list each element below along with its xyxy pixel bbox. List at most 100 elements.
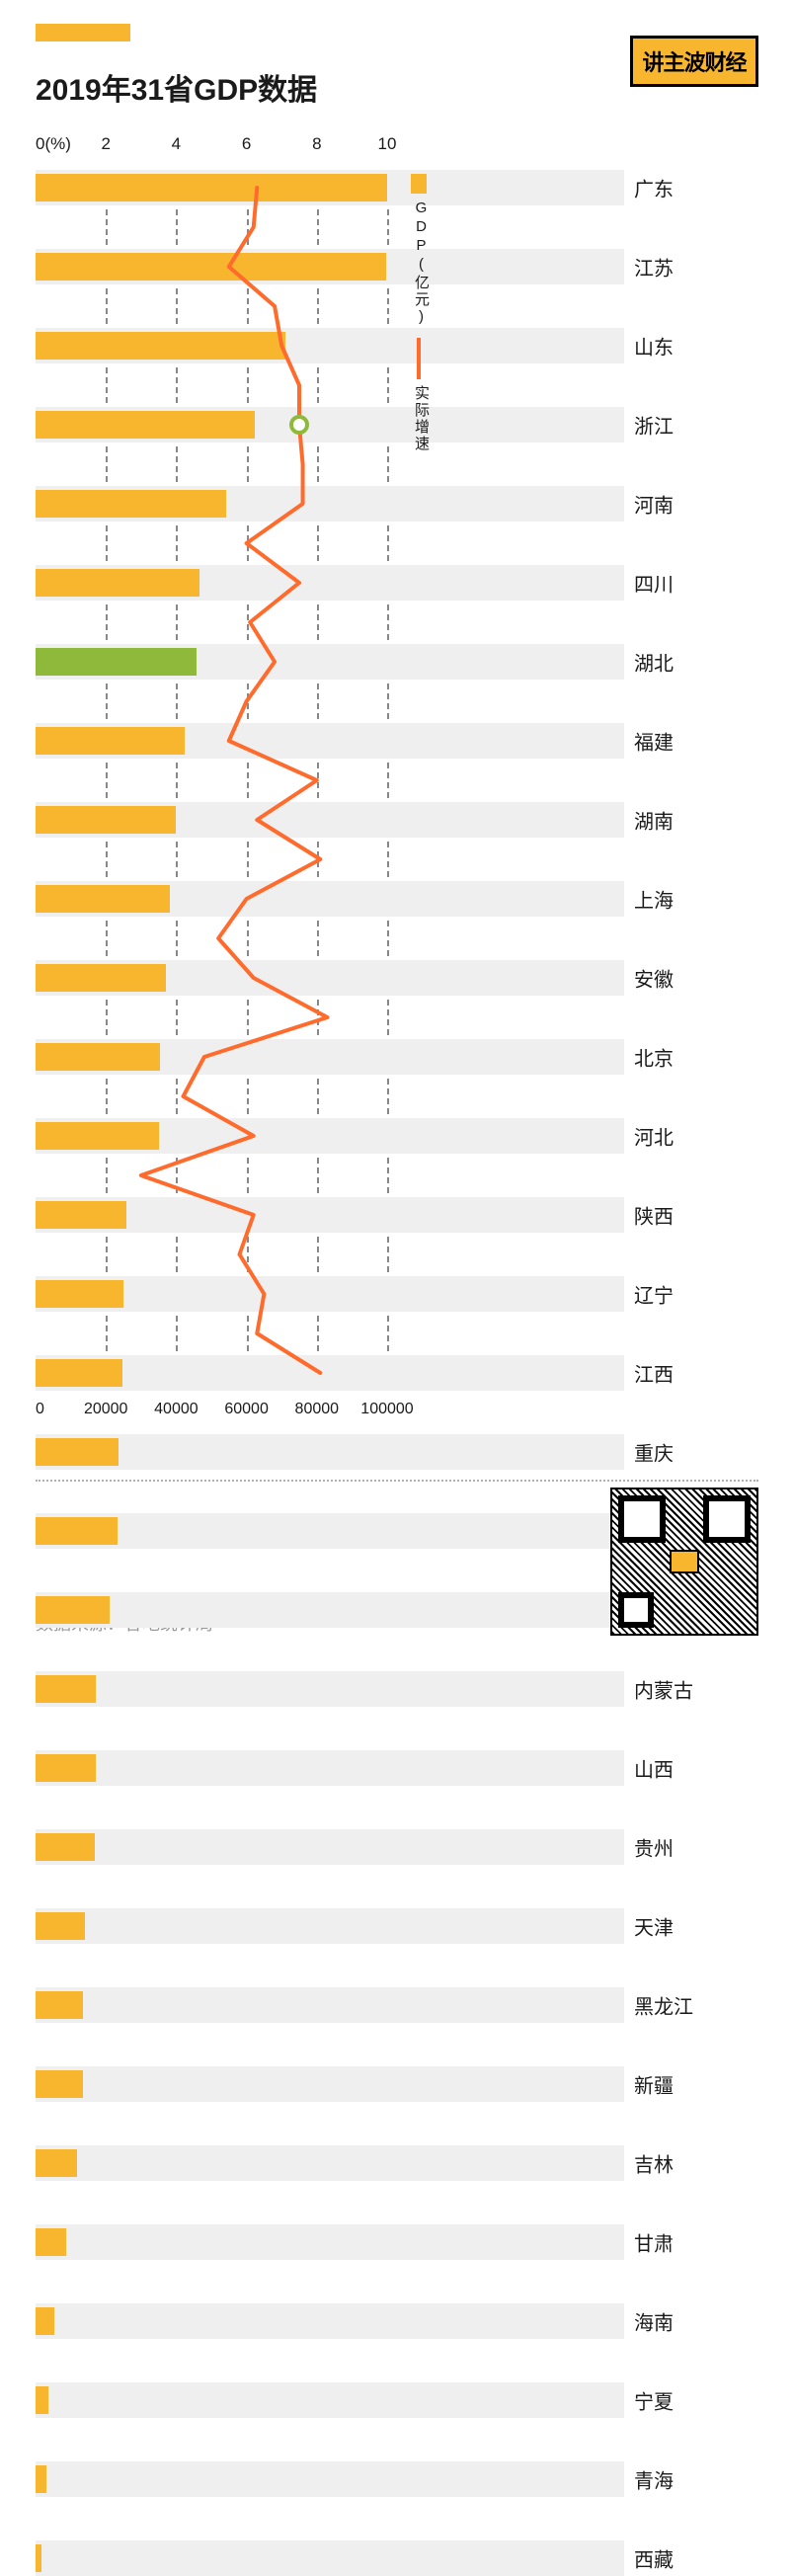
- province-row: 云南: [36, 1513, 624, 1549]
- province-row: 河北: [36, 1118, 624, 1154]
- legend-bar-swatch: [411, 174, 427, 194]
- gdp-bar: [36, 1517, 118, 1545]
- province-label: 湖南: [634, 806, 733, 835]
- gdp-bar: [36, 1833, 95, 1861]
- province-label: 安徽: [634, 964, 733, 993]
- province-row: 北京: [36, 1039, 624, 1075]
- top-tick: 0(%): [36, 134, 71, 154]
- top-tick: 6: [242, 134, 251, 154]
- gdp-bar: [36, 332, 285, 360]
- province-row: 甘肃: [36, 2224, 624, 2260]
- gdp-bar: [36, 2465, 46, 2493]
- province-row: 河南: [36, 486, 624, 522]
- province-label: 陕西: [634, 1201, 733, 1230]
- legend-line-swatch: [417, 338, 421, 379]
- bottom-tick: 40000: [154, 1401, 198, 1418]
- gdp-bar: [36, 490, 226, 518]
- province-label: 甘肃: [634, 2228, 733, 2257]
- bottom-tick: 100000: [360, 1401, 413, 1418]
- province-row: 海南: [36, 2303, 624, 2339]
- gdp-bar: [36, 1122, 159, 1150]
- gdp-bar: [36, 2307, 54, 2335]
- province-row: 湖南: [36, 802, 624, 838]
- plot-area: 广东江苏山东浙江河南四川湖北福建湖南上海安徽北京河北陕西辽宁江西重庆云南广西内蒙…: [36, 170, 644, 1391]
- gdp-bar: [36, 1201, 126, 1229]
- province-row: 天津: [36, 1908, 624, 1944]
- legend-bar-label: GDP(亿元): [411, 200, 432, 327]
- bottom-tick: 20000: [84, 1401, 128, 1418]
- bottom-axis-gdp: 020000400006000080000100000: [36, 1401, 387, 1430]
- province-label: 四川: [634, 569, 733, 598]
- province-label: 海南: [634, 2307, 733, 2336]
- province-label: 贵州: [634, 1833, 733, 1862]
- province-label: 内蒙古: [634, 1675, 733, 1704]
- province-label: 上海: [634, 885, 733, 914]
- growth-polyline: [141, 188, 328, 1373]
- province-row: 四川: [36, 565, 624, 601]
- gdp-bar: [36, 1438, 119, 1466]
- province-row: 重庆: [36, 1434, 624, 1470]
- gdp-bar: [36, 2386, 48, 2414]
- gdp-bar: [36, 964, 166, 992]
- gdp-bar: [36, 1675, 96, 1703]
- gdp-bar: [36, 1359, 122, 1387]
- province-row: 福建: [36, 723, 624, 759]
- province-row: 吉林: [36, 2145, 624, 2181]
- province-label: 广东: [634, 174, 733, 202]
- gdp-bar: [36, 2544, 41, 2572]
- province-row: 辽宁: [36, 1276, 624, 1312]
- province-row: 上海: [36, 881, 624, 917]
- gdp-bar: [36, 2228, 66, 2256]
- province-label: 湖北: [634, 648, 733, 677]
- gdp-bar: [36, 174, 387, 201]
- gdp-bar: [36, 569, 199, 597]
- gdp-bar: [36, 648, 197, 676]
- province-label: 吉林: [634, 2149, 733, 2178]
- top-tick: 4: [172, 134, 181, 154]
- province-row: 安徽: [36, 960, 624, 996]
- gdp-bar: [36, 411, 255, 439]
- gdp-bar: [36, 253, 386, 281]
- gdp-bar: [36, 1280, 123, 1308]
- legend-line-label: 实际增速: [411, 385, 432, 452]
- province-row: 江西: [36, 1355, 624, 1391]
- brand-badge: 讲主波财经: [630, 36, 758, 87]
- province-label: 江西: [634, 1359, 733, 1388]
- province-row: 陕西: [36, 1197, 624, 1233]
- province-row: 山西: [36, 1750, 624, 1786]
- gdp-bar: [36, 727, 185, 755]
- province-label: 宁夏: [634, 2386, 733, 2415]
- province-label: 江苏: [634, 253, 733, 282]
- province-label: 山东: [634, 332, 733, 361]
- province-row: 宁夏: [36, 2382, 624, 2418]
- header: 2019年31省GDP数据 讲主波财经: [36, 65, 758, 117]
- province-label: 辽宁: [634, 1280, 733, 1309]
- gdp-bar: [36, 1596, 110, 1624]
- province-label: 浙江: [634, 411, 733, 440]
- province-label: 北京: [634, 1043, 733, 1072]
- province-row: 山东: [36, 328, 624, 363]
- province-label: 黑龙江: [634, 1991, 733, 2020]
- top-tick: 10: [378, 134, 397, 154]
- province-row: 内蒙古: [36, 1671, 624, 1707]
- chart: 0(%)246810 广东江苏山东浙江河南四川湖北福建湖南上海安徽北京河北陕西辽…: [36, 134, 758, 1430]
- province-row: 贵州: [36, 1829, 624, 1865]
- gdp-bar: [36, 1912, 85, 1940]
- bottom-tick: 0: [36, 1401, 44, 1418]
- province-row: 江苏: [36, 249, 624, 284]
- bottom-tick: 80000: [295, 1401, 340, 1418]
- top-axis-percent: 0(%)246810: [36, 134, 387, 164]
- gdp-bar: [36, 1991, 83, 2019]
- province-label: 山西: [634, 1754, 733, 1783]
- province-label: 河南: [634, 490, 733, 519]
- province-row: 湖北: [36, 644, 624, 680]
- province-row: 浙江: [36, 407, 624, 443]
- province-row: 西藏: [36, 2540, 624, 2576]
- top-tick: 2: [101, 134, 110, 154]
- gdp-bar: [36, 1754, 96, 1782]
- province-label: 河北: [634, 1122, 733, 1151]
- province-label: 福建: [634, 727, 733, 756]
- page-title: 2019年31省GDP数据: [36, 65, 317, 109]
- province-label: 西藏: [634, 2544, 733, 2573]
- province-label: 新疆: [634, 2070, 733, 2099]
